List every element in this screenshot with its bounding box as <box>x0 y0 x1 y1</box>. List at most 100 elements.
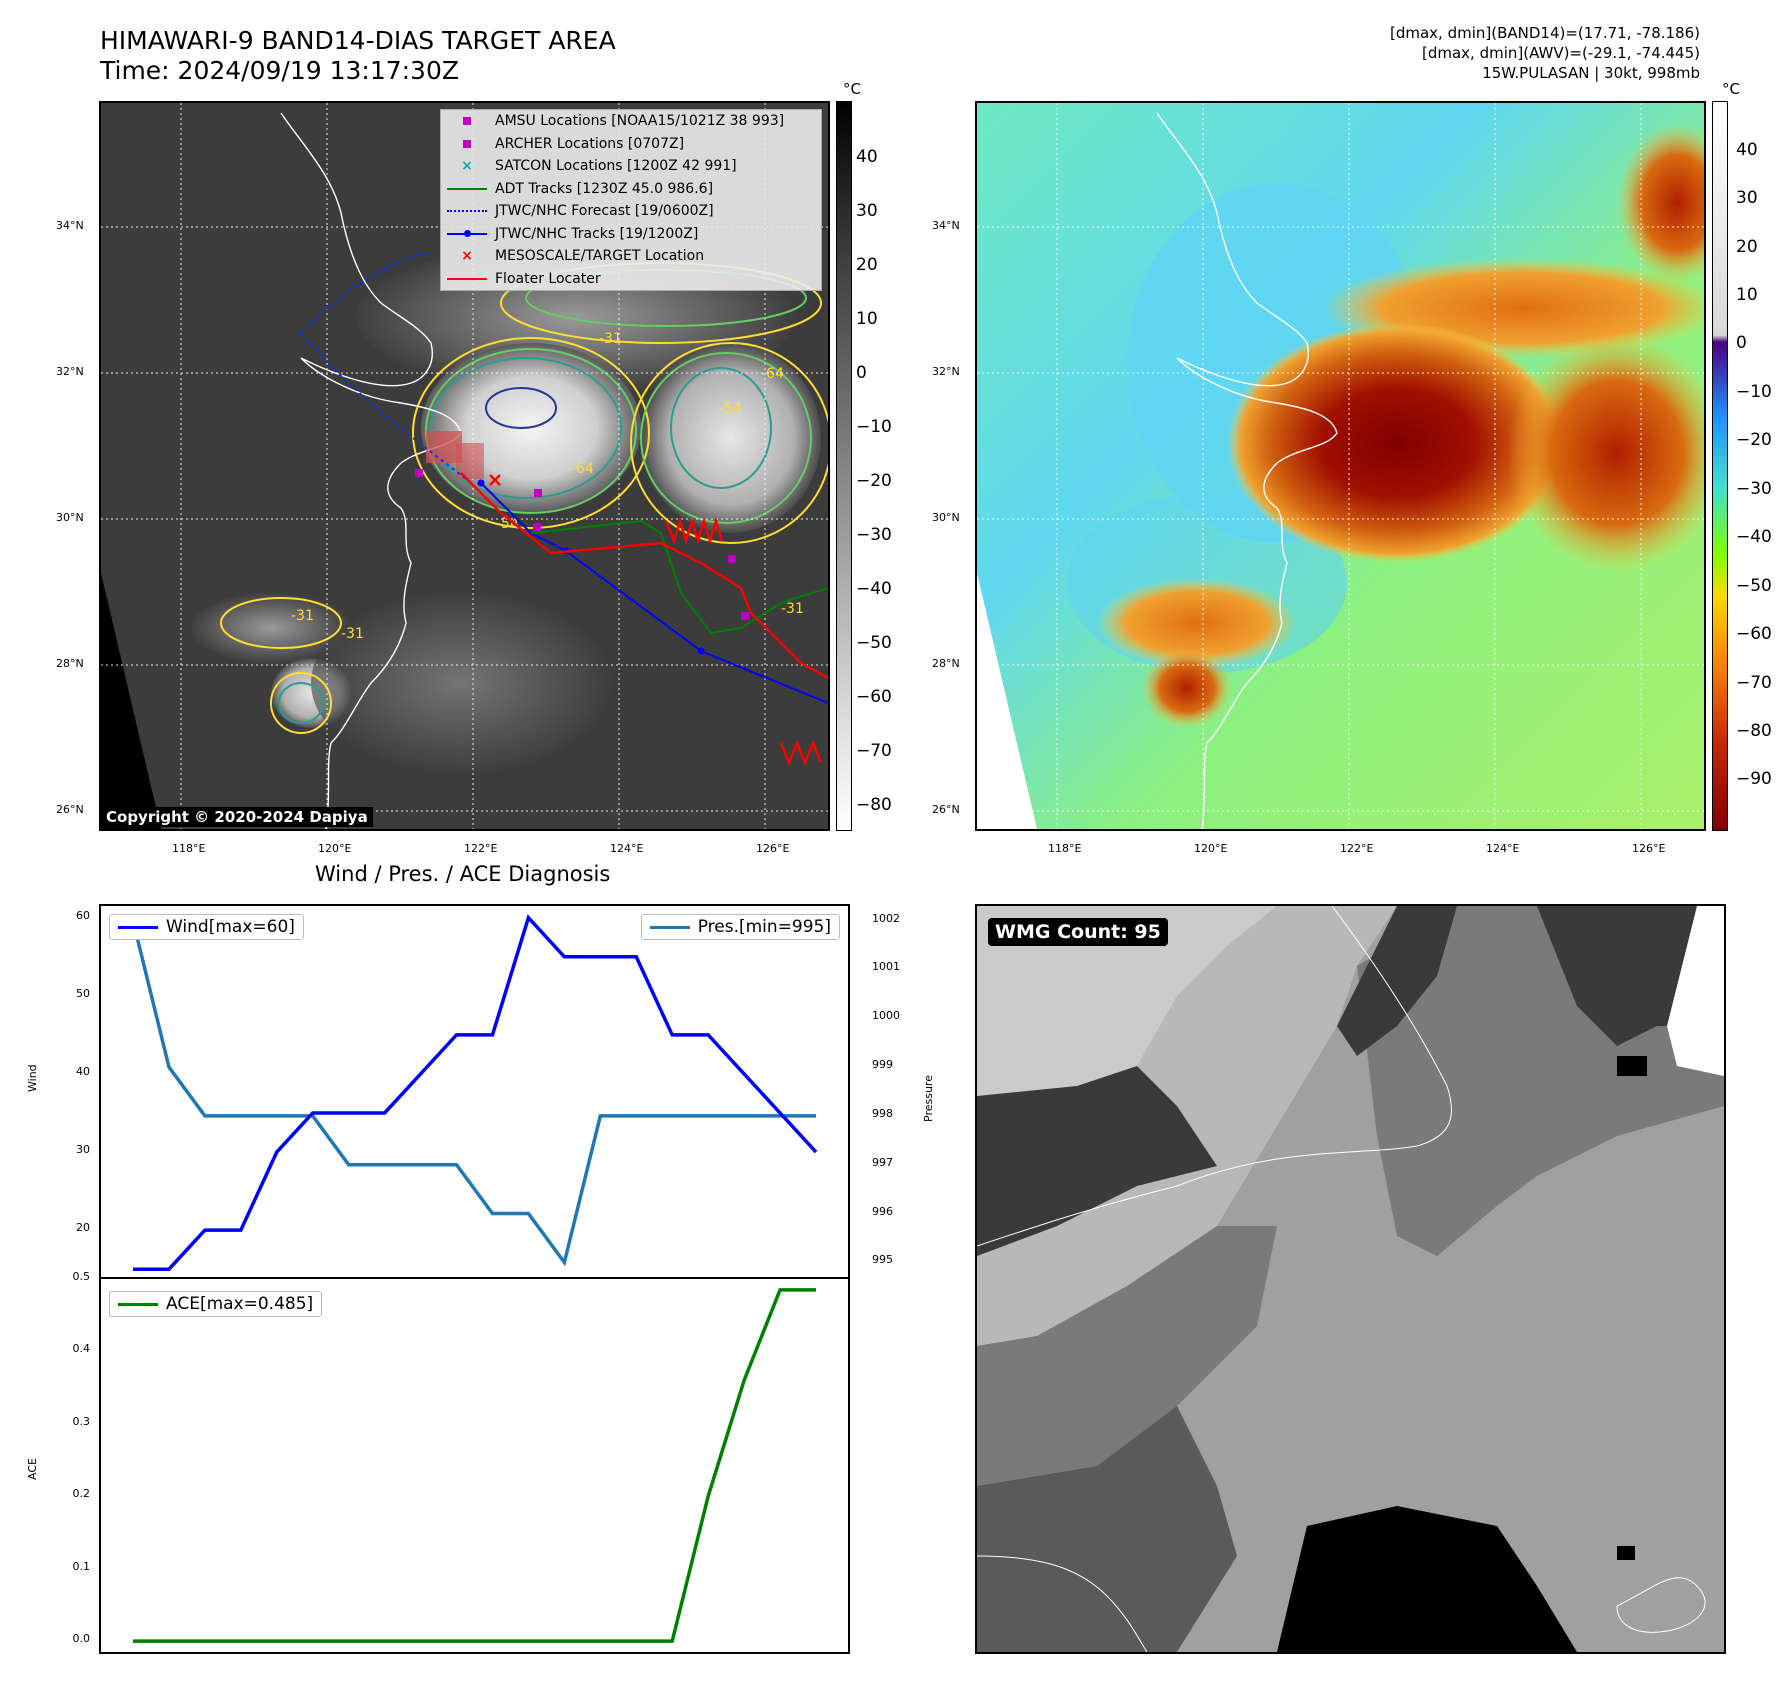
wind-tick-label: 50 <box>76 986 90 1000</box>
cb-tick: −60 <box>1736 624 1772 644</box>
pressure-line-icon <box>649 925 690 929</box>
ace-plot <box>132 1288 817 1643</box>
wind-legend: Wind[max=60] <box>109 914 304 940</box>
cb-tick: −90 <box>1736 769 1772 789</box>
awv-map-canvas <box>977 103 1704 829</box>
adt-track <box>530 519 828 635</box>
legend-item: JTWC/NHC Forecast [19/0600Z] <box>441 200 821 223</box>
cb-tick: −60 <box>856 687 892 707</box>
figure-title: HIMAWARI-9 BAND14-DIAS TARGET AREA <box>100 26 616 55</box>
lon-label: 120°E <box>318 842 352 855</box>
cb-tick: −10 <box>1736 382 1772 402</box>
nodata-wedge <box>977 573 1037 829</box>
lat-label: 30°N <box>932 511 960 524</box>
target-box <box>456 443 484 479</box>
archer-marker <box>533 523 541 531</box>
archer-marker <box>728 555 736 563</box>
cb-tick: −30 <box>1736 479 1772 499</box>
ace-line-icon <box>118 1302 158 1306</box>
line-icon <box>447 277 487 280</box>
nodata-wedge <box>101 573 161 829</box>
wmg-image <box>977 906 1724 1652</box>
storm-info: 15W.PULASAN | 30kt, 998mb <box>1482 64 1700 82</box>
coastline <box>280 112 462 829</box>
legend-item: AMSU Locations [NOAA15/1021Z 38 993] <box>441 110 821 133</box>
lon-label: 124°E <box>610 842 644 855</box>
wind-tick-label: 30 <box>76 1143 90 1157</box>
pressure-axis-label: Pressure <box>922 1075 935 1122</box>
ace-tick-label: 0.3 <box>72 1414 91 1428</box>
lon-label: 118°E <box>1048 842 1082 855</box>
colorbar-unit: °C <box>1722 80 1740 98</box>
cb-tick: 20 <box>856 255 878 275</box>
line-dot-icon <box>447 229 487 237</box>
contour-label: -31 <box>291 608 314 624</box>
coastline <box>1156 112 1338 829</box>
cb-tick: −70 <box>856 741 892 761</box>
pressure-tick-label: 1000 <box>872 1009 900 1023</box>
lat-label: 32°N <box>56 365 84 378</box>
lat-label: 26°N <box>932 803 960 816</box>
wmg-panel <box>975 904 1726 1654</box>
wind-tick-label: 60 <box>76 908 90 922</box>
cb-tick: −50 <box>1736 576 1772 596</box>
track-legend: AMSU Locations [NOAA15/1021Z 38 993] ARC… <box>440 109 822 291</box>
pressure-tick-label: 998 <box>872 1106 893 1120</box>
wind-tick-label: 40 <box>76 1064 90 1078</box>
legend-item: × SATCON Locations [1200Z 42 991] <box>441 155 821 178</box>
wind-axis-label: Wind <box>26 1064 39 1092</box>
band14-colorbar <box>836 101 852 831</box>
cb-tick: 40 <box>1736 140 1758 160</box>
lat-label: 28°N <box>56 657 84 670</box>
cb-tick: −10 <box>856 417 892 437</box>
pressure-ticks: 1002 1001 1000 999 998 997 996 995 <box>872 904 912 1279</box>
amsu-marker <box>415 469 423 477</box>
ace-ticks: 0.5 0.4 0.3 0.2 0.1 0.0 <box>50 1270 91 1654</box>
cb-tick: −20 <box>856 471 892 491</box>
line-icon <box>447 187 487 190</box>
lat-label: 34°N <box>932 219 960 232</box>
awv-map <box>975 101 1706 831</box>
pressure-tick-label: 999 <box>872 1058 893 1072</box>
x-marker-icon: × <box>461 158 473 175</box>
cb-tick: 30 <box>856 201 878 221</box>
pressure-tick-label: 1002 <box>872 911 900 925</box>
legend-item: JTWC/NHC Tracks [19/1200Z] <box>441 223 821 246</box>
cb-tick: −40 <box>856 579 892 599</box>
wind-series-line <box>133 914 818 1271</box>
square-marker-icon <box>463 139 471 148</box>
archer-marker <box>534 489 542 497</box>
band14-range: [dmax, dmin](BAND14)=(17.71, -78.186) <box>1389 24 1700 42</box>
contour-label: -31 <box>781 601 804 617</box>
ace-legend: ACE[max=0.485] <box>109 1291 323 1317</box>
diagnosis-title: Wind / Pres. / ACE Diagnosis <box>315 862 611 886</box>
lon-label: 120°E <box>1194 842 1228 855</box>
archer-marker <box>741 612 749 620</box>
contour-label: -31 <box>599 331 622 347</box>
cb-tick: 0 <box>1736 333 1747 353</box>
typhoon-core <box>1227 323 1567 563</box>
lon-label: 126°E <box>1632 842 1666 855</box>
contour-label: -54 <box>496 516 519 532</box>
cb-tick: −80 <box>856 795 892 815</box>
floater-path <box>460 472 828 680</box>
cb-tick: −20 <box>1736 430 1772 450</box>
pressure-tick-label: 995 <box>872 1253 893 1267</box>
wind-line-icon <box>118 925 158 929</box>
wmg-count-badge: WMG Count: 95 <box>988 918 1168 946</box>
pressure-tick-label: 997 <box>872 1155 893 1169</box>
wind-pressure-plot <box>131 914 818 1271</box>
lon-label: 126°E <box>756 842 790 855</box>
cb-tick: 40 <box>856 147 878 167</box>
square-marker-icon <box>463 117 471 126</box>
cb-tick: 0 <box>856 363 867 383</box>
awv-colorbar-ticks: 40 30 20 10 0 −10 −20 −30 −40 −50 −60 −7… <box>1736 101 1776 831</box>
lat-label: 26°N <box>56 803 84 816</box>
colorbar-unit: °C <box>843 80 861 98</box>
ace-tick-label: 0.1 <box>72 1559 91 1573</box>
legend-item: ARCHER Locations [0707Z] <box>441 133 821 156</box>
ace-series-line <box>133 1288 816 1643</box>
contour-label: -64 <box>571 461 594 477</box>
wind-tick-label: 20 <box>76 1221 90 1235</box>
ace-tick-label: 0.0 <box>72 1632 91 1646</box>
